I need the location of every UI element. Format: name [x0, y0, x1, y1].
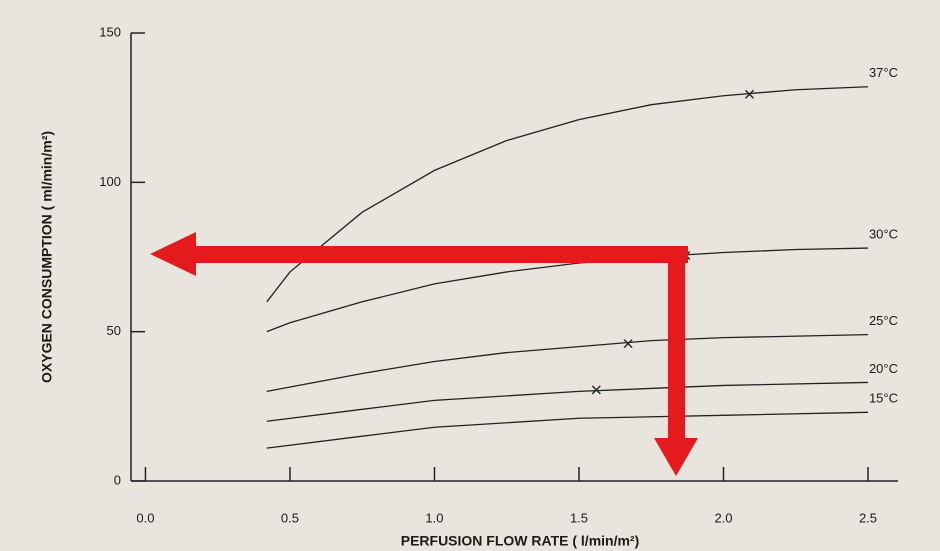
plot-area: 0 50 100 150 0.0 0.5 1.0 1.5 2.0 2.5 37°C 30°C 25°C 2…	[99, 24, 898, 525]
annotation-arrows	[150, 232, 698, 476]
arrow-head	[654, 438, 698, 476]
arrow-shaft	[190, 246, 688, 263]
series-line	[267, 335, 868, 392]
y-axis-title: OXYGEN CONSUMPTION ( ml/min/m²)	[39, 131, 55, 383]
x-tick-label: 2.0	[714, 510, 732, 525]
y-tick-label: 100	[99, 174, 121, 189]
x-tick-label: 0.5	[281, 510, 299, 525]
x-axis-title: PERFUSION FLOW RATE ( l/min/m²)	[401, 533, 640, 549]
chart: PERFUSION FLOW RATE ( l/min/m²) OXYGEN C…	[0, 0, 940, 551]
arrow-head	[150, 232, 196, 276]
y-tick-label: 150	[99, 24, 121, 39]
series-label: 30°C	[869, 226, 898, 241]
y-tick-label: 0	[114, 472, 121, 487]
x-tick-label: 1.0	[425, 510, 443, 525]
x-tick-label: 2.5	[859, 510, 877, 525]
series-marker	[624, 340, 632, 348]
y-tick-label: 50	[107, 323, 121, 338]
series-line	[267, 382, 868, 421]
series-label: 25°C	[869, 313, 898, 328]
series-label: 20°C	[869, 361, 898, 376]
series-line	[267, 412, 868, 448]
series-label: 37°C	[869, 65, 898, 80]
series-marker	[592, 386, 600, 394]
page: {"chart_data": { "type": "line", "xlabel…	[0, 0, 940, 551]
x-tick-label: 1.5	[570, 510, 588, 525]
series-line	[267, 87, 868, 302]
x-tick-label: 0.0	[136, 510, 154, 525]
series-label: 15°C	[869, 391, 898, 406]
arrow-shaft	[668, 246, 685, 442]
